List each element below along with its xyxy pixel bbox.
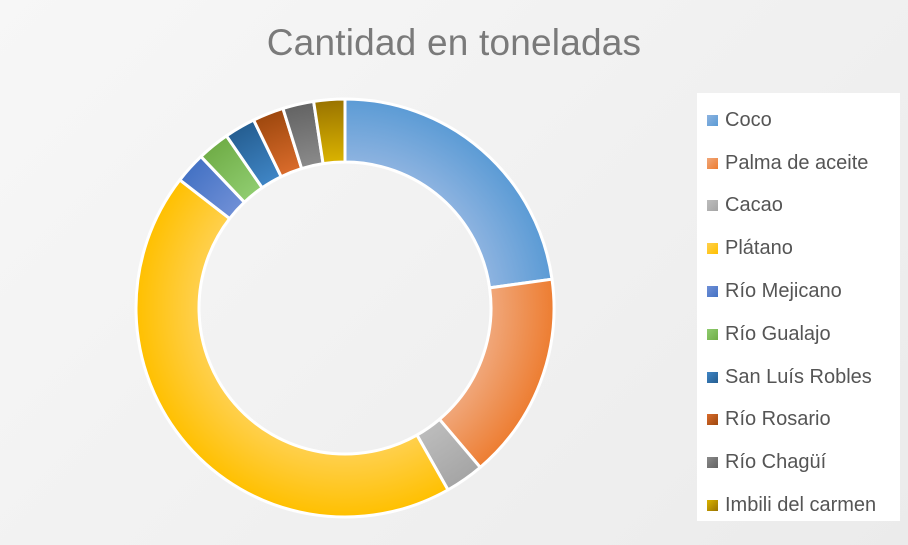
legend-swatch: [707, 457, 718, 469]
chart-legend: Coco Palma de aceite Cacao Plátano Río Mejic…: [697, 93, 900, 521]
legend-item-imbili-del-carmen: Imbili del carmen: [697, 484, 900, 527]
legend-swatch: [707, 328, 718, 340]
legend-item-coco: Coco: [697, 99, 900, 142]
legend-swatch: [707, 200, 718, 212]
legend-label: Palma de aceite: [725, 151, 869, 174]
legend-label: Río Gualajo: [725, 322, 831, 345]
legend-item-san-luis-robles: San Luís Robles: [697, 356, 900, 399]
legend-swatch: [707, 371, 718, 383]
legend-swatch: [707, 500, 718, 512]
legend-swatch: [707, 414, 718, 426]
legend-item-rio-mejicano: Río Mejicano: [697, 270, 900, 313]
legend-item-palma-de-aceite: Palma de aceite: [697, 142, 900, 185]
donut-slice-imbili-del-carmen: [312, 97, 347, 166]
legend-label: Cacao: [725, 194, 783, 217]
legend-item-rio-gualajo: Río Gualajo: [697, 313, 900, 356]
legend-swatch: [707, 243, 718, 255]
legend-label: San Luís Robles: [725, 365, 872, 388]
legend-item-platano: Plátano: [697, 227, 900, 270]
donut-slice-coco: [343, 97, 554, 290]
legend-item-rio-rosario: Río Rosario: [697, 399, 900, 442]
legend-label: Imbili del carmen: [725, 494, 877, 517]
legend-label: Río Mejicano: [725, 280, 842, 303]
legend-swatch: [707, 286, 718, 298]
legend-item-cacao: Cacao: [697, 185, 900, 228]
chart-title: Cantidad en toneladas: [266, 22, 642, 63]
legend-item-rio-chagui: Río Chagüí: [697, 441, 900, 484]
legend-label: Coco: [725, 108, 772, 131]
donut-slice-platano: [134, 178, 450, 519]
legend-swatch: [707, 114, 718, 126]
legend-swatch: [707, 157, 718, 169]
legend-label: Río Rosario: [725, 408, 831, 431]
legend-label: Plátano: [725, 237, 793, 260]
legend-label: Río Chagüí: [725, 451, 827, 474]
